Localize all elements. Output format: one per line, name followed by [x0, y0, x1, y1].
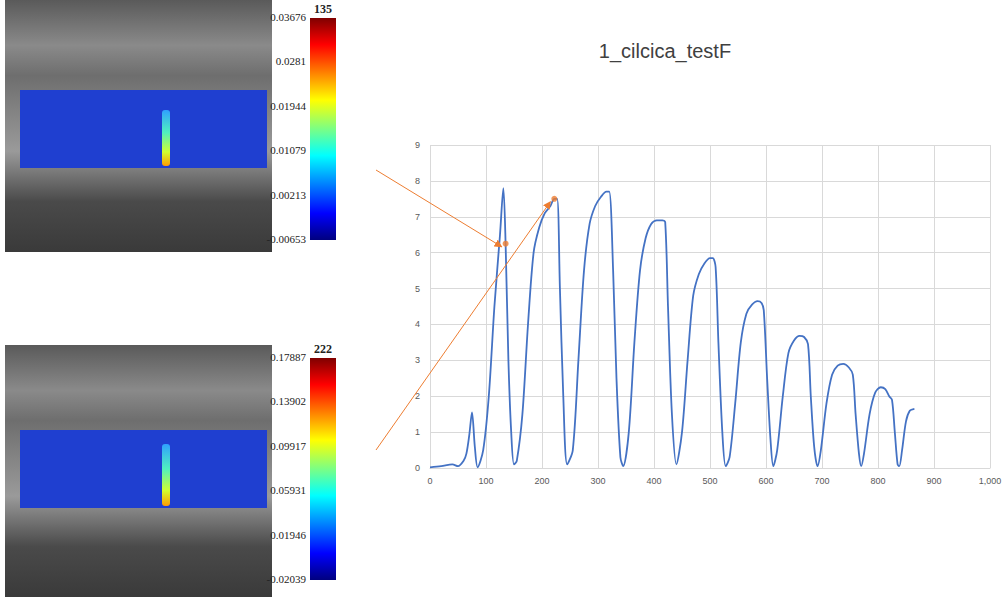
svg-text:100: 100 — [478, 476, 493, 486]
html-text:0.17887: 0.17887 — [270, 351, 306, 363]
html-text:0.00213: 0.00213 — [270, 188, 306, 201]
svg-text:9: 9 — [415, 140, 420, 150]
svg-text:900: 900 — [926, 476, 941, 486]
svg-text:400: 400 — [646, 476, 661, 486]
svg-text:1_cilcica_testF: 1_cilcica_testF — [599, 40, 731, 63]
html-text:-0.00653: -0.00653 — [266, 233, 306, 245]
svg-text:2: 2 — [415, 391, 420, 401]
html-text:0.01946: 0.01946 — [270, 528, 306, 541]
html-text:222: 222 — [314, 342, 332, 356]
svg-text:3: 3 — [415, 355, 420, 365]
svg-text:1: 1 — [415, 427, 420, 437]
html-text:0.09917: 0.09917 — [270, 439, 306, 452]
html-text:0.13902: 0.13902 — [270, 395, 306, 408]
html-text:0.0281: 0.0281 — [275, 55, 306, 68]
svg-text:0: 0 — [427, 476, 432, 486]
html-text:0.03676: 0.03676 — [270, 11, 306, 23]
svg-text:1,000: 1,000 — [979, 476, 1002, 486]
svg-text:200: 200 — [534, 476, 549, 486]
svg-text:800: 800 — [870, 476, 885, 486]
svg-text:600: 600 — [758, 476, 773, 486]
html-text:0.01079: 0.01079 — [270, 144, 306, 157]
svg-text:0: 0 — [415, 463, 420, 473]
html-text:-0.02039: -0.02039 — [266, 573, 306, 585]
svg-text:4: 4 — [415, 319, 420, 329]
svg-text:700: 700 — [814, 476, 829, 486]
svg-text:8: 8 — [415, 176, 420, 186]
svg-text:6: 6 — [415, 248, 420, 258]
svg-text:500: 500 — [702, 476, 717, 486]
html-text:135: 135 — [314, 2, 332, 16]
html-text:0.05931: 0.05931 — [270, 484, 306, 497]
svg-text:5: 5 — [415, 284, 420, 294]
svg-text:300: 300 — [590, 476, 605, 486]
html-text:0.01944: 0.01944 — [270, 99, 306, 112]
svg-text:7: 7 — [415, 212, 420, 222]
